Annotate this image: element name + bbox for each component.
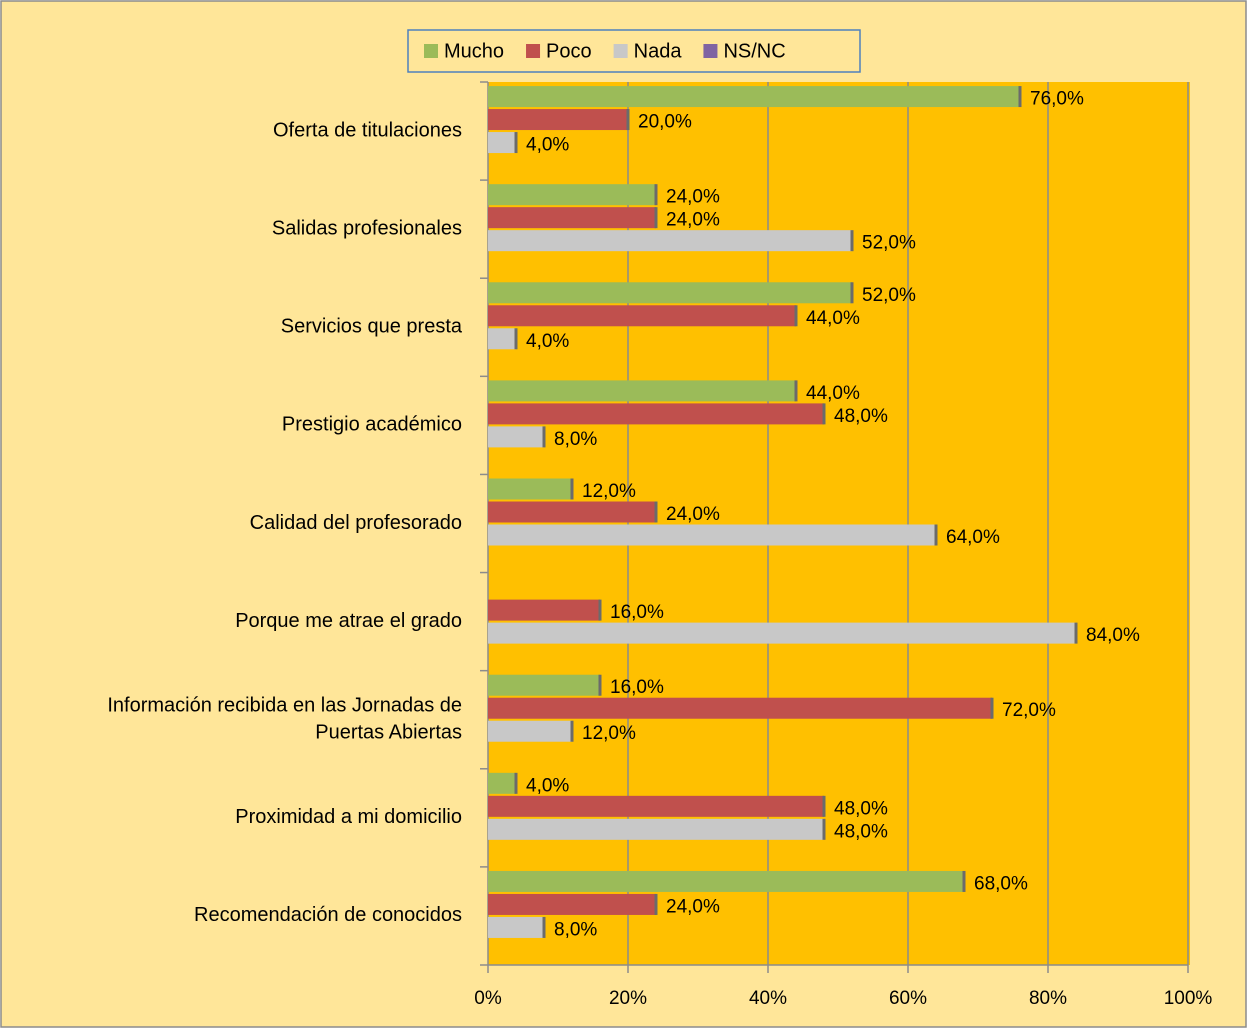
bar xyxy=(488,893,656,915)
x-tick-label: 100% xyxy=(1164,988,1213,1009)
legend-label: Mucho xyxy=(444,40,504,62)
bar xyxy=(488,870,964,892)
data-label: 24,0% xyxy=(666,896,720,917)
legend-swatch xyxy=(424,44,438,58)
legend-swatch xyxy=(703,44,718,58)
x-tick-label: 80% xyxy=(1029,988,1067,1009)
data-label: 8,0% xyxy=(554,919,597,940)
legend-label: NS/NC xyxy=(723,40,785,62)
data-label: 44,0% xyxy=(806,308,860,329)
data-label: 44,0% xyxy=(806,383,860,404)
y-tick-label: Proximidad a mi domicilio xyxy=(235,806,462,828)
y-tick-label: Prestigio académico xyxy=(282,414,462,436)
bar xyxy=(488,622,1076,644)
bar xyxy=(488,403,824,425)
x-tick-label: 0% xyxy=(474,988,502,1009)
bar xyxy=(488,328,516,350)
bar xyxy=(488,207,656,229)
data-label: 4,0% xyxy=(526,775,569,796)
bar xyxy=(488,599,600,621)
bar xyxy=(488,184,656,206)
bar xyxy=(488,282,852,304)
data-label: 48,0% xyxy=(834,821,888,842)
data-label: 4,0% xyxy=(526,331,569,352)
legend-label: Poco xyxy=(546,40,592,62)
data-label: 48,0% xyxy=(834,406,888,427)
bar xyxy=(488,772,516,794)
y-tick-label: Salidas profesionales xyxy=(272,217,462,239)
bar xyxy=(488,86,1020,108)
y-tick-label: Calidad del profesorado xyxy=(250,512,462,534)
data-label: 8,0% xyxy=(554,429,597,450)
plot-area xyxy=(488,82,1190,965)
bar xyxy=(488,305,796,327)
data-label: 16,0% xyxy=(610,602,664,623)
data-label: 64,0% xyxy=(946,527,1000,548)
data-label: 76,0% xyxy=(1030,89,1084,110)
legend-swatch xyxy=(526,44,541,58)
data-label: 16,0% xyxy=(610,677,664,698)
y-tick-label: Recomendación de conocidos xyxy=(194,904,462,926)
data-label: 24,0% xyxy=(666,504,720,525)
data-label: 12,0% xyxy=(582,481,636,502)
data-label: 72,0% xyxy=(1002,700,1056,721)
bar xyxy=(488,916,544,938)
data-label: 52,0% xyxy=(862,285,916,306)
y-tick-label: Porque me atrae el grado xyxy=(235,610,462,632)
legend-swatch xyxy=(613,44,628,58)
bar xyxy=(488,380,796,402)
bar xyxy=(488,426,544,448)
data-label: 20,0% xyxy=(638,112,692,133)
data-label: 52,0% xyxy=(862,233,916,254)
data-label: 12,0% xyxy=(582,723,636,744)
data-label: 24,0% xyxy=(666,210,720,231)
x-tick-label: 40% xyxy=(749,988,787,1009)
y-tick-label: Servicios que presta xyxy=(281,316,463,338)
legend-label: Nada xyxy=(634,40,683,62)
bar xyxy=(488,674,600,696)
bar xyxy=(488,109,628,131)
legend-box xyxy=(407,29,861,73)
bar xyxy=(488,230,852,252)
bar xyxy=(488,478,572,500)
bar xyxy=(488,501,656,523)
bar xyxy=(488,795,824,817)
data-label: 48,0% xyxy=(834,798,888,819)
x-tick-label: 20% xyxy=(609,988,647,1009)
y-tick-label: Oferta de titulaciones xyxy=(273,119,462,141)
data-label: 68,0% xyxy=(974,873,1028,894)
data-label: 4,0% xyxy=(526,135,569,156)
x-tick-label: 60% xyxy=(889,988,927,1009)
data-label: 24,0% xyxy=(666,187,720,208)
bar xyxy=(488,818,824,840)
bar xyxy=(488,132,516,154)
bar xyxy=(488,720,572,742)
data-label: 84,0% xyxy=(1086,625,1140,646)
bar xyxy=(488,524,936,546)
bar xyxy=(488,697,992,719)
y-tick-label: Información recibida en las Jornadas de P… xyxy=(107,695,462,744)
